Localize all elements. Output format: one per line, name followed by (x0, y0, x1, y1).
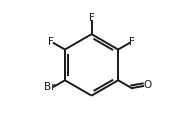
Text: F: F (48, 37, 54, 47)
Text: O: O (143, 80, 151, 90)
Text: Br: Br (44, 82, 55, 92)
Text: F: F (89, 13, 94, 23)
Text: F: F (129, 37, 135, 47)
